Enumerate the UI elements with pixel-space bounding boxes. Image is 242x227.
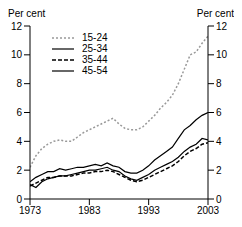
svg-text:8: 8 <box>16 78 22 89</box>
html-text:35-44: 35-44 <box>82 54 108 65</box>
html-text:Per cent: Per cent <box>196 8 234 19</box>
svg-text:4: 4 <box>16 136 22 147</box>
svg-text:10: 10 <box>11 49 23 60</box>
svg-text:2: 2 <box>16 165 22 176</box>
svg-text:10: 10 <box>216 49 228 60</box>
svg-text:1983: 1983 <box>78 205 101 216</box>
svg-text:12: 12 <box>216 21 228 32</box>
svg-text:6: 6 <box>16 107 22 118</box>
html-text:45-54: 45-54 <box>82 65 108 76</box>
svg-text:1973: 1973 <box>19 205 42 216</box>
html-text:Per cent: Per cent <box>8 8 46 19</box>
svg-text:6: 6 <box>216 107 222 118</box>
svg-text:1993: 1993 <box>138 205 161 216</box>
html-text:25-34: 25-34 <box>82 43 108 54</box>
svg-text:2: 2 <box>216 165 222 176</box>
svg-text:8: 8 <box>216 78 222 89</box>
svg-text:0: 0 <box>16 194 22 205</box>
svg-text:0: 0 <box>216 194 222 205</box>
svg-text:12: 12 <box>11 21 23 32</box>
svg-text:2003: 2003 <box>197 205 220 216</box>
svg-text:4: 4 <box>216 136 222 147</box>
html-text:15-24: 15-24 <box>82 32 108 43</box>
